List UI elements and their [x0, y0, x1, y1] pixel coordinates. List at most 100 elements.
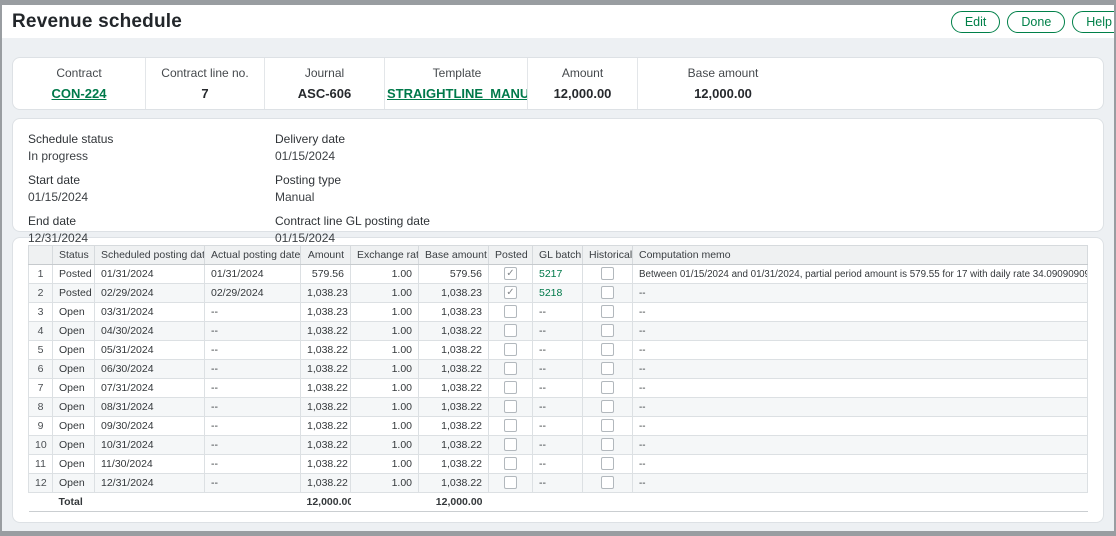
historical-checkbox[interactable] [601, 324, 614, 337]
scheduled-posting-date-cell: 12/31/2024 [95, 474, 205, 493]
posted-checkbox[interactable] [504, 457, 517, 470]
posted-checkbox[interactable] [504, 324, 517, 337]
actual-posting-date-cell: 01/31/2024 [205, 265, 301, 284]
posted-checkbox[interactable]: ✓ [504, 267, 517, 280]
col-header-exchange-rate: Exchange rate [351, 246, 419, 265]
historical-checkbox[interactable] [601, 286, 614, 299]
posted-checkbox[interactable]: ✓ [504, 286, 517, 299]
gl-batch-link[interactable]: 5217 [539, 268, 562, 280]
actual-posting-date-cell: -- [205, 322, 301, 341]
historical-cell [583, 474, 633, 493]
historical-cell [583, 417, 633, 436]
contract-line-gl-posting-date-label: Contract line GL posting date [275, 214, 430, 228]
historical-checkbox[interactable] [601, 457, 614, 470]
contract-line-gl-posting-date-value: 01/15/2024 [275, 231, 430, 245]
gl-batch-cell: 5217 [533, 265, 583, 284]
col-header-scheduled-posting-date: Scheduled posting date [95, 246, 205, 265]
table-row: 4Open04/30/2024--1,038.221.001,038.22---… [29, 322, 1088, 341]
col-header-row-number [29, 246, 53, 265]
summary-field-template: Template STRAIGHTLINE_MANUAL [385, 58, 528, 109]
base-amount-label: Base amount [646, 66, 800, 80]
computation-memo-cell: -- [633, 303, 1088, 322]
amount-cell: 1,038.22 [301, 474, 351, 493]
summary-field-contract: Contract CON-224 [13, 58, 146, 109]
scheduled-posting-date-cell: 02/29/2024 [95, 284, 205, 303]
posted-cell: ✓ [489, 284, 533, 303]
posted-checkbox[interactable] [504, 400, 517, 413]
start-date-label: Start date [28, 173, 275, 187]
base-amount-value: 12,000.00 [646, 86, 800, 101]
col-header-gl-batch: GL batch [533, 246, 583, 265]
scheduled-posting-date-cell: 03/31/2024 [95, 303, 205, 322]
posted-checkbox[interactable] [504, 362, 517, 375]
table-row: 2Posted02/29/202402/29/20241,038.231.001… [29, 284, 1088, 303]
contract-link[interactable]: CON-224 [21, 86, 137, 101]
historical-cell [583, 436, 633, 455]
summary-field-amount: Amount 12,000.00 [528, 58, 638, 109]
exchange-rate-cell: 1.00 [351, 474, 419, 493]
template-link[interactable]: STRAIGHTLINE_MANUAL [387, 86, 527, 101]
status-cell: Posted [53, 265, 95, 284]
table-row: 7Open07/31/2024--1,038.221.001,038.22---… [29, 379, 1088, 398]
historical-checkbox[interactable] [601, 419, 614, 432]
historical-checkbox[interactable] [601, 438, 614, 451]
historical-checkbox[interactable] [601, 381, 614, 394]
base-amount-cell: 1,038.22 [419, 436, 489, 455]
table-row: 12Open12/31/2024--1,038.221.001,038.22--… [29, 474, 1088, 493]
gl-batch-link[interactable]: 5218 [539, 287, 562, 299]
summary-bar: Contract CON-224 Contract line no. 7 Jou… [12, 57, 1104, 110]
row-number: 2 [29, 284, 53, 303]
gl-batch-cell: -- [533, 341, 583, 360]
delivery-date-label: Delivery date [275, 132, 430, 146]
scheduled-posting-date-cell: 11/30/2024 [95, 455, 205, 474]
historical-checkbox[interactable] [601, 305, 614, 318]
posted-checkbox[interactable] [504, 476, 517, 489]
start-date-value: 01/15/2024 [28, 190, 275, 204]
amount-cell: 1,038.22 [301, 360, 351, 379]
historical-checkbox[interactable] [601, 267, 614, 280]
exchange-rate-cell: 1.00 [351, 284, 419, 303]
col-header-historical: Historical [583, 246, 633, 265]
amount-cell: 579.56 [301, 265, 351, 284]
base-amount-cell: 1,038.22 [419, 455, 489, 474]
amount-cell: 1,038.22 [301, 398, 351, 417]
schedule-table: StatusScheduled posting dateActual posti… [28, 245, 1088, 512]
amount-label: Amount [536, 66, 629, 80]
edit-button[interactable]: Edit [951, 11, 1001, 33]
posted-checkbox[interactable] [504, 343, 517, 356]
col-header-actual-posting-date: Actual posting date [205, 246, 301, 265]
amount-cell: 1,038.22 [301, 379, 351, 398]
base-amount-cell: 1,038.22 [419, 322, 489, 341]
table-row: 9Open09/30/2024--1,038.221.001,038.22---… [29, 417, 1088, 436]
page-content: Contract CON-224 Contract line no. 7 Jou… [2, 38, 1114, 531]
posted-checkbox[interactable] [504, 419, 517, 432]
done-button[interactable]: Done [1007, 11, 1065, 33]
gl-batch-cell: -- [533, 474, 583, 493]
historical-checkbox[interactable] [601, 476, 614, 489]
details-right-column: Delivery date 01/15/2024 Posting type Ma… [275, 132, 430, 218]
historical-checkbox[interactable] [601, 400, 614, 413]
historical-cell [583, 379, 633, 398]
computation-memo-cell: -- [633, 341, 1088, 360]
status-cell: Open [53, 379, 95, 398]
amount-cell: 1,038.23 [301, 284, 351, 303]
end-date-label: End date [28, 214, 275, 228]
posted-cell [489, 436, 533, 455]
posted-checkbox[interactable] [504, 381, 517, 394]
computation-memo-cell: -- [633, 398, 1088, 417]
posted-checkbox[interactable] [504, 305, 517, 318]
gl-batch-cell: -- [533, 303, 583, 322]
exchange-rate-cell: 1.00 [351, 436, 419, 455]
col-header-amount: Amount [301, 246, 351, 265]
historical-checkbox[interactable] [601, 343, 614, 356]
help-button[interactable]: Help [1072, 11, 1114, 33]
scheduled-posting-date-cell: 05/31/2024 [95, 341, 205, 360]
posted-cell [489, 455, 533, 474]
posted-checkbox[interactable] [504, 438, 517, 451]
page-title: Revenue schedule [12, 11, 182, 33]
historical-checkbox[interactable] [601, 362, 614, 375]
schedule-table-card: StatusScheduled posting dateActual posti… [12, 237, 1104, 523]
computation-memo-cell: -- [633, 474, 1088, 493]
contract-line-no-label: Contract line no. [154, 66, 256, 80]
header-actions: Edit Done Help [951, 11, 1114, 33]
